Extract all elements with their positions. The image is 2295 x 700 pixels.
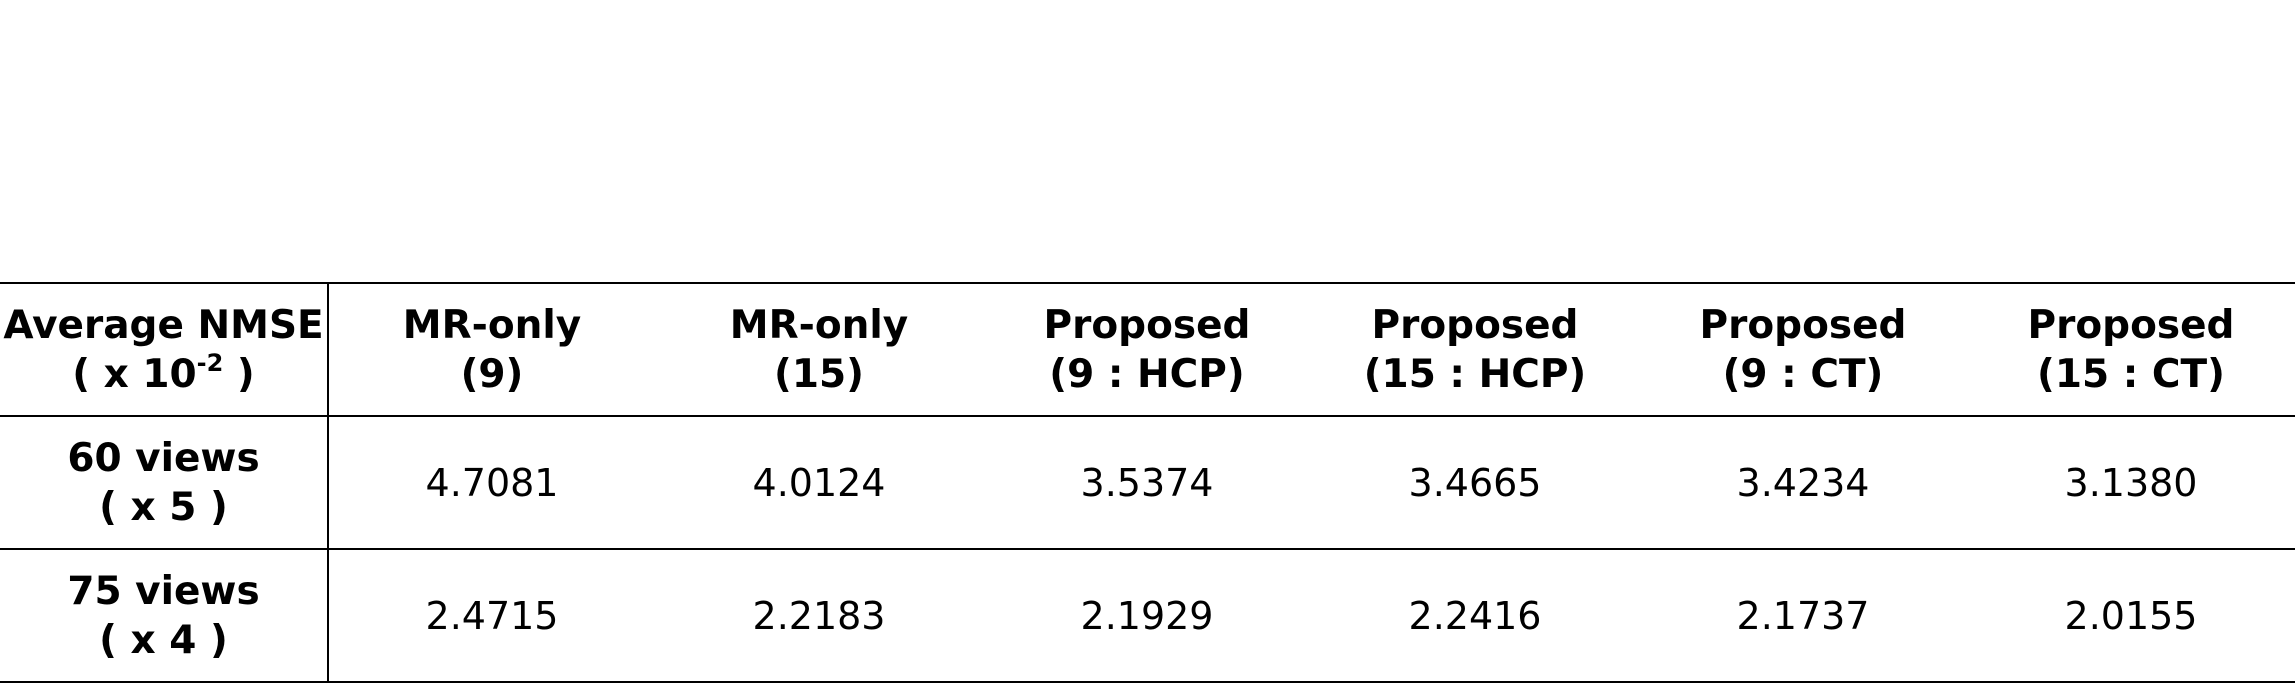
table-cell: 2.0155 <box>1967 549 2295 683</box>
table-cell: 3.1380 <box>1967 416 2295 550</box>
column-header-line1: Proposed <box>1043 302 1251 348</box>
column-header-line2: (15 : CT) <box>2037 351 2225 397</box>
table-cell: 4.0124 <box>655 416 983 550</box>
row-header-line1: 75 views <box>67 568 260 614</box>
column-header-line2: (15 : HCP) <box>1363 351 1587 397</box>
table-cell: 3.5374 <box>983 416 1311 550</box>
corner-header-cell: Average NMSE ( x 10-2 ) <box>0 282 329 417</box>
column-header-proposed-9-hcp: Proposed (9 : HCP) <box>983 282 1311 417</box>
column-header-line1: Proposed <box>2027 302 2235 348</box>
column-header-mr-only-9: MR-only (9) <box>328 282 655 417</box>
column-header-mr-only-15: MR-only (15) <box>655 282 983 417</box>
column-header-proposed-15-hcp: Proposed (15 : HCP) <box>1311 282 1639 417</box>
row-header-75-views: 75 views ( x 4 ) <box>0 549 329 683</box>
column-header-line2: (15) <box>774 351 864 397</box>
column-header-line1: MR-only <box>402 302 582 348</box>
column-header-line2: (9) <box>460 351 524 397</box>
table-cell: 3.4234 <box>1639 416 1967 550</box>
corner-header-unit-suffix: ) <box>223 351 255 397</box>
row-header-line1: 60 views <box>67 435 260 481</box>
table-cell: 2.2183 <box>655 549 983 683</box>
row-header-line2: ( x 5 ) <box>99 484 228 530</box>
table-cell: 3.4665 <box>1311 416 1639 550</box>
column-header-line1: MR-only <box>729 302 909 348</box>
corner-header-line1: Average NMSE <box>3 302 324 348</box>
column-header-line1: Proposed <box>1371 302 1579 348</box>
column-header-line1: Proposed <box>1699 302 1907 348</box>
table-row: 60 views ( x 5 ) 4.7081 4.0124 3.5374 3.… <box>0 416 2295 550</box>
column-header-proposed-9-ct: Proposed (9 : CT) <box>1639 282 1967 417</box>
header-row: Average NMSE ( x 10-2 ) MR-only (9) MR-o… <box>0 282 2295 417</box>
row-header-60-views: 60 views ( x 5 ) <box>0 416 329 550</box>
row-header-line2: ( x 4 ) <box>99 617 228 663</box>
table-cell: 4.7081 <box>328 416 655 550</box>
column-header-line2: (9 : HCP) <box>1049 351 1245 397</box>
table-cell: 2.1737 <box>1639 549 1967 683</box>
corner-header-line2: ( x 10-2 ) <box>0 350 327 399</box>
column-header-line2: (9 : CT) <box>1722 351 1884 397</box>
table-cell: 2.1929 <box>983 549 1311 683</box>
column-header-proposed-15-ct: Proposed (15 : CT) <box>1967 282 2295 417</box>
table-cell: 2.4715 <box>328 549 655 683</box>
table-cell: 2.2416 <box>1311 549 1639 683</box>
corner-header-exponent: -2 <box>196 348 224 377</box>
corner-header-unit-prefix: ( x 10 <box>72 351 197 397</box>
table-row: 75 views ( x 4 ) 2.4715 2.2183 2.1929 2.… <box>0 549 2295 683</box>
nmse-results-table: Average NMSE ( x 10-2 ) MR-only (9) MR-o… <box>0 282 2295 683</box>
